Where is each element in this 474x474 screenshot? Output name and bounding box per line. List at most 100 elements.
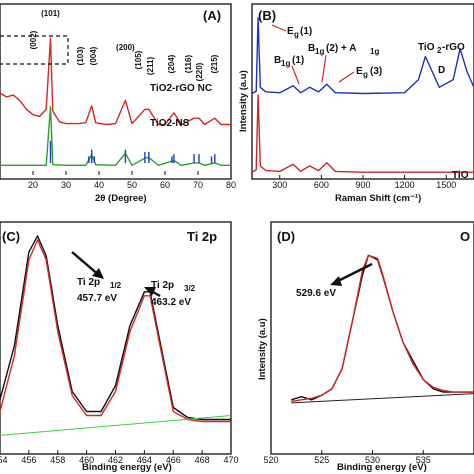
x-tick-label: 40 xyxy=(94,180,104,190)
x-tick-label: 460 xyxy=(79,455,94,465)
peak-label: (215) xyxy=(210,54,219,73)
panel-a-xlabel: 2θ (Degree) xyxy=(95,193,147,204)
series-line-tio2-rgo xyxy=(251,17,474,95)
panel-b-ann-eg3-sub: g xyxy=(363,70,368,79)
panel-b-ann-b1g1-sub: 1g xyxy=(281,59,290,68)
panel-b-series-label-1c: -rGO xyxy=(442,42,465,53)
panel-c: (C) Ti 2p 454 456 458 460 462 464 466 468 470 Bi… xyxy=(0,221,239,473)
series-line-background xyxy=(291,393,474,404)
panel-b-series-label-1a: TiO xyxy=(418,42,435,53)
panel-b: (B) Intensity (a.u) 300 600 900 1200 1500 Ra… xyxy=(238,3,474,204)
panel-d-arrow xyxy=(337,262,373,283)
panel-b-letter: (B) xyxy=(258,8,276,23)
peak-label: (211) xyxy=(146,57,155,76)
panel-b-arrow-b1g1 xyxy=(291,65,300,85)
panel-b-ann-eg1-sub: g xyxy=(294,30,299,39)
panel-b-ylabel: Intensity (a.u) xyxy=(238,70,249,132)
panel-d: (D) O Intensity (a.u) 520 525 530 535 Bindi… xyxy=(257,221,474,473)
panel-b-series-group xyxy=(251,17,474,173)
panel-c-ann-2-label: Ti 2p xyxy=(151,280,174,291)
panel-d-arrow-head xyxy=(330,276,342,286)
x-tick-label: 60 xyxy=(160,180,170,190)
panel-b-ann-eg1-num: (1) xyxy=(300,26,312,37)
peak-label: (200) xyxy=(116,43,135,52)
panel-c-arrow-2-head xyxy=(144,287,156,296)
panel-a-frame xyxy=(0,3,232,180)
series-line-background xyxy=(0,415,232,436)
panel-c-arrow-1 xyxy=(71,251,101,277)
x-tick-label: 50 xyxy=(127,180,137,190)
x-tick-label: 466 xyxy=(166,455,181,465)
panel-d-ann: 529.6 eV xyxy=(296,288,336,299)
x-tick-label: 80 xyxy=(226,180,236,190)
series-line-tio2-rgo-nc xyxy=(0,37,231,126)
x-tick-label: 1500 xyxy=(436,180,456,190)
series-line-tio2 xyxy=(251,94,474,173)
panel-b-arrow-eg1 xyxy=(271,24,287,32)
panel-c-ticks: 454 456 458 460 462 464 466 468 470 xyxy=(0,450,239,465)
panel-a-ticks: 20 30 40 50 60 70 80 xyxy=(28,171,236,190)
peak-label: (002) xyxy=(29,30,38,49)
panel-d-ticks: 520 525 530 535 xyxy=(263,450,431,465)
panel-b-ann-eg3-e: E xyxy=(356,66,363,77)
panel-b-ann-eg3-num: (3) xyxy=(370,66,382,77)
panel-a-peak-labels: (101) (103) (004) (200)(105) (211) (204) (116)… xyxy=(29,9,219,81)
panel-a: (A) 20 30 40 50 60 70 80 (101)(103) (004) (200)(… xyxy=(0,3,236,204)
peak-label: (101) xyxy=(41,9,60,18)
x-tick-label: 300 xyxy=(272,180,287,190)
panel-c-letter: (C) xyxy=(2,229,20,244)
x-tick-label: 600 xyxy=(314,180,329,190)
peak-label: (204) xyxy=(167,54,176,73)
x-tick-label: 458 xyxy=(50,455,65,465)
x-tick-label: 30 xyxy=(61,180,71,190)
panel-b-ann-b1g1-b: B xyxy=(274,55,281,66)
x-tick-label: 535 xyxy=(416,455,431,465)
x-tick-label: 464 xyxy=(137,455,152,465)
panel-b-ann-a1g-sub: 1g xyxy=(370,47,379,56)
panel-d-series-group xyxy=(291,254,474,404)
panel-d-ylabel: Intensity (a.u) xyxy=(257,318,268,380)
panel-b-series-label-2: TiO xyxy=(452,170,469,181)
panel-c-ann-2-sub: 3/2 xyxy=(184,284,196,293)
x-tick-label: 1200 xyxy=(395,180,415,190)
x-tick-label: 470 xyxy=(223,455,238,465)
series-line-experimental xyxy=(0,235,231,421)
panel-b-ann-d: D xyxy=(438,65,445,76)
panel-c-arrow-1-head xyxy=(92,268,104,279)
series-line-fit xyxy=(291,254,474,403)
panel-b-arrow-eg3 xyxy=(338,71,355,83)
panel-c-title: Ti 2p xyxy=(187,229,217,244)
peak-label: (105) xyxy=(134,50,143,69)
panel-b-arrow-b1g2 xyxy=(321,54,327,83)
x-tick-label: 525 xyxy=(314,455,329,465)
panel-c-ann-1-sub: 1/2 xyxy=(110,281,122,290)
panel-a-series-group xyxy=(0,37,231,167)
x-tick-label: 900 xyxy=(355,180,370,190)
x-tick-label: 468 xyxy=(195,455,210,465)
x-tick-label: 520 xyxy=(263,455,278,465)
panel-a-letter: (A) xyxy=(203,8,221,23)
series-line-tio2-ns xyxy=(0,105,231,167)
peak-label: (116) xyxy=(184,55,193,74)
panel-c-series-group xyxy=(0,235,232,436)
peak-label: (103) xyxy=(76,46,85,65)
panel-b-ticks: 300 600 900 1200 1500 xyxy=(272,175,456,190)
panel-c-ann-2-value: 463.2 eV xyxy=(151,297,191,308)
panel-a-reference-group xyxy=(49,140,216,164)
panel-b-ann-b1g1-num: (1) xyxy=(292,55,304,66)
x-tick-label: 462 xyxy=(108,455,123,465)
peak-label: (004) xyxy=(89,46,98,65)
panel-b-xlabel: Raman Shift (cm⁻¹) xyxy=(335,193,421,204)
x-tick-label: 454 xyxy=(0,455,8,465)
panel-b-ann-b1g2-num: (2) + A xyxy=(326,43,356,54)
panel-a-series-label-2: TiO2-NS xyxy=(150,118,190,129)
panel-a-inset-box xyxy=(0,35,69,65)
panel-b-series-label-1b: 2 xyxy=(437,46,442,55)
panel-d-xlabel: Binding energy (eV) xyxy=(337,462,427,473)
panel-b-ann-b1g2-sub: 1g xyxy=(315,47,324,56)
series-line-experimental xyxy=(291,254,474,401)
panel-d-letter: (D) xyxy=(277,229,295,244)
peak-label: (220) xyxy=(195,62,204,81)
x-tick-label: 20 xyxy=(28,180,38,190)
